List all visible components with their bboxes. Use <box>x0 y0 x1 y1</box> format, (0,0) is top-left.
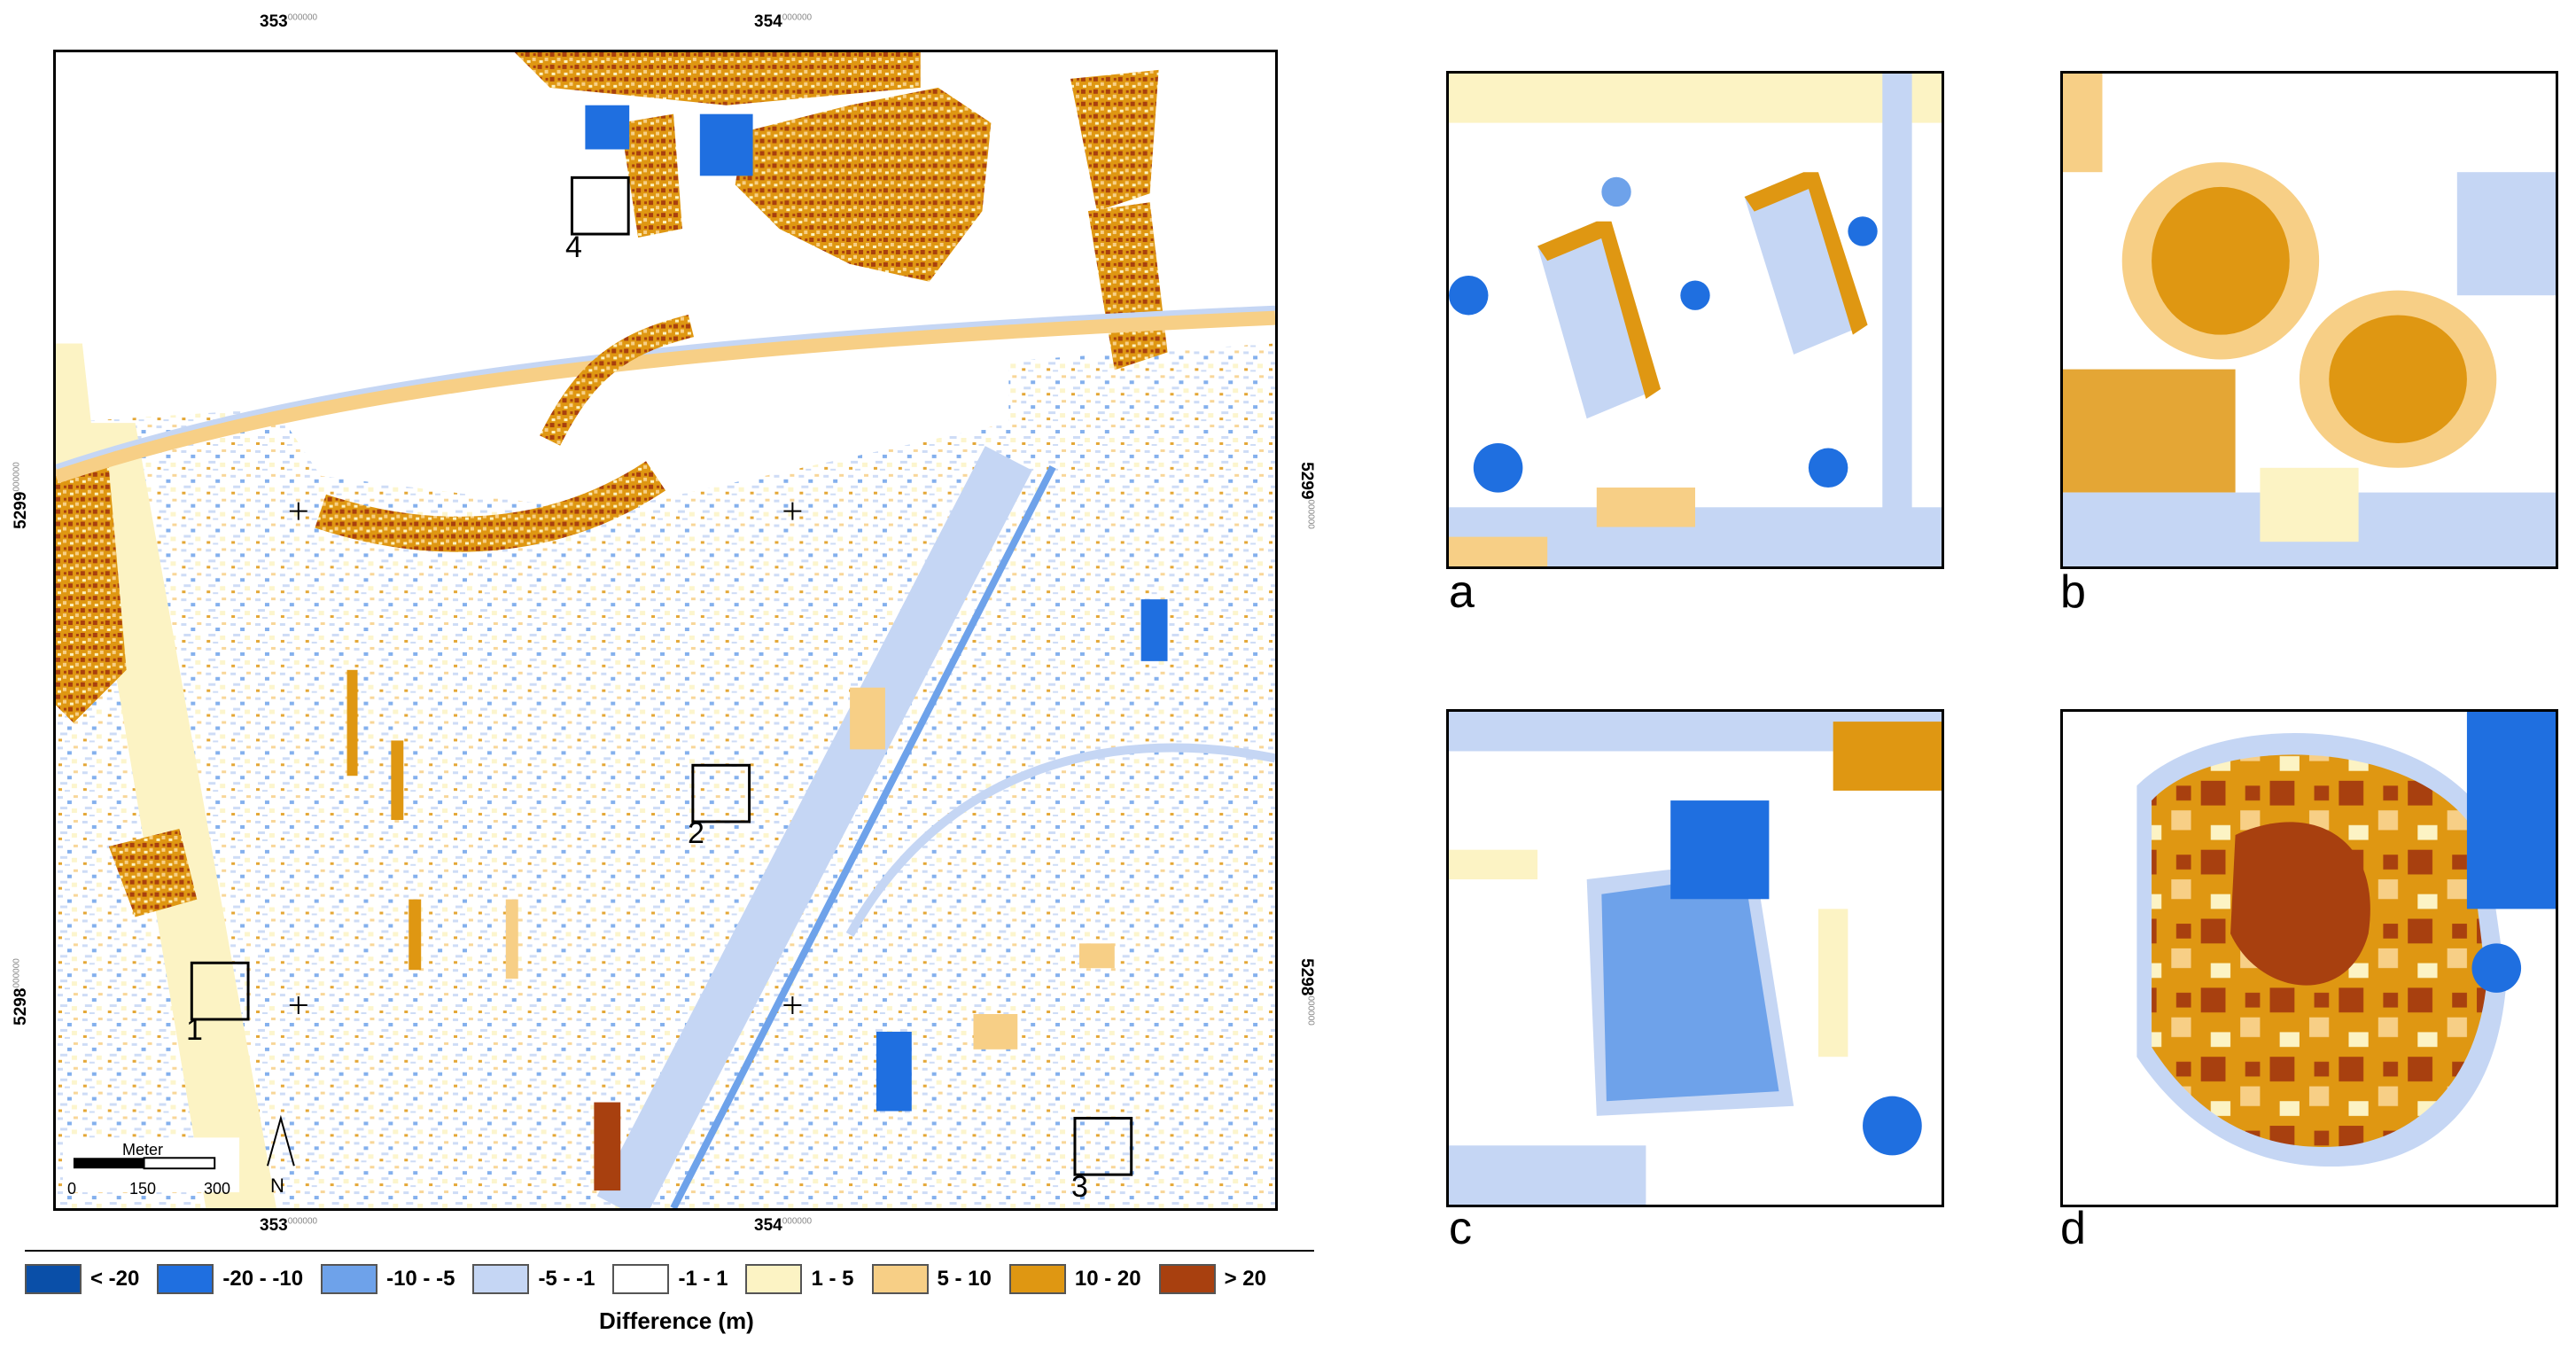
inset-d-raster <box>2063 712 2556 1205</box>
inset-a-raster <box>1449 74 1942 566</box>
legend-item: 5 - 10 <box>871 1264 992 1294</box>
inset-c-raster <box>1449 712 1942 1205</box>
study-box-3 <box>1073 1116 1133 1176</box>
legend-item: < -20 <box>25 1264 139 1294</box>
study-box-1 <box>190 961 250 1021</box>
inset-label-b: b <box>2060 566 2086 618</box>
legend-label: > 20 <box>1224 1267 1266 1291</box>
legend-item: -5 - -1 <box>472 1264 595 1294</box>
box-label-4: 4 <box>565 230 582 264</box>
legend-label: 5 - 10 <box>937 1267 992 1291</box>
scalebar-label-150: 150 <box>129 1180 157 1198</box>
legend-item: 1 - 5 <box>745 1264 854 1294</box>
left-tick-5299: 5299000000 <box>12 462 30 529</box>
scalebar-label-0: 0 <box>67 1180 77 1198</box>
inset-b-raster <box>2063 74 2556 566</box>
north-arrow-icon: N <box>270 1174 284 1198</box>
legend-label: 1 - 5 <box>811 1267 854 1291</box>
study-box-2 <box>691 763 751 823</box>
bottom-tick-354: 354000000 <box>754 1216 813 1235</box>
legend-swatch <box>1008 1264 1066 1294</box>
legend-item: 10 - 20 <box>1008 1264 1141 1294</box>
legend-swatch <box>612 1264 670 1294</box>
difference-map <box>53 50 1278 1211</box>
legend-swatch <box>745 1264 803 1294</box>
legend-label: -1 - 1 <box>678 1267 728 1291</box>
inset-b <box>2060 71 2558 569</box>
left-tick-5298: 5298000000 <box>12 958 30 1026</box>
bottom-tick-353: 353000000 <box>260 1216 318 1235</box>
study-box-4 <box>570 176 630 236</box>
legend-label: 10 - 20 <box>1074 1267 1141 1291</box>
legend-swatch <box>1158 1264 1216 1294</box>
inset-label-a: a <box>1449 566 1475 618</box>
right-tick-5299: 5299000000 <box>1297 462 1316 529</box>
legend-item: -1 - 1 <box>612 1264 728 1294</box>
top-tick-353: 353000000 <box>260 12 318 31</box>
difference-map-raster <box>56 52 1275 1208</box>
right-tick-5298: 5298000000 <box>1297 958 1316 1026</box>
legend-item: -20 - -10 <box>157 1264 303 1294</box>
inset-label-d: d <box>2060 1203 2086 1254</box>
inset-d <box>2060 709 2558 1207</box>
north-arrow-label: N <box>270 1174 284 1197</box>
legend-swatch <box>25 1264 82 1294</box>
top-tick-354: 354000000 <box>754 12 813 31</box>
box-label-1: 1 <box>186 1013 203 1047</box>
legend-title: Difference (m) <box>599 1307 754 1334</box>
legend-divider <box>25 1250 1314 1252</box>
legend-label: -5 - -1 <box>538 1267 595 1291</box>
inset-c <box>1446 709 1944 1207</box>
inset-a <box>1446 71 1944 569</box>
scalebar-unit: Meter <box>122 1141 164 1159</box>
box-label-3: 3 <box>1071 1170 1088 1204</box>
legend-label: < -20 <box>90 1267 140 1291</box>
legend-item: -10 - -5 <box>321 1264 455 1294</box>
legend-swatch <box>157 1264 214 1294</box>
legend-label: -20 - -10 <box>222 1267 304 1291</box>
legend-swatch <box>472 1264 530 1294</box>
legend-item: > 20 <box>1158 1264 1266 1294</box>
legend-swatch <box>871 1264 929 1294</box>
scalebar-label-300: 300 <box>204 1180 231 1198</box>
inset-label-c: c <box>1449 1203 1472 1254</box>
box-label-2: 2 <box>688 816 704 850</box>
legend-label: -10 - -5 <box>386 1267 455 1291</box>
legend: < -20 -20 - -10 -10 - -5 -5 - -1 -1 - 1 … <box>25 1263 1284 1295</box>
legend-swatch <box>321 1264 378 1294</box>
